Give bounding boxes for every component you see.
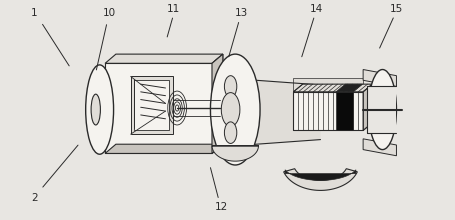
Text: 15: 15 [389,4,403,14]
Polygon shape [105,144,222,154]
Polygon shape [362,70,395,86]
Ellipse shape [224,122,236,143]
Polygon shape [283,169,357,190]
Ellipse shape [210,54,259,165]
Polygon shape [293,78,362,92]
Text: 10: 10 [103,8,116,18]
Ellipse shape [368,70,395,150]
Polygon shape [335,84,362,92]
Ellipse shape [86,65,113,154]
Polygon shape [105,54,222,63]
Text: 13: 13 [234,8,248,18]
Polygon shape [293,84,372,92]
Bar [134,80,169,130]
Text: 12: 12 [214,202,228,212]
Ellipse shape [221,93,239,126]
Polygon shape [293,123,372,130]
Polygon shape [212,54,222,154]
Polygon shape [362,84,372,130]
Text: 1: 1 [31,8,37,18]
Text: 14: 14 [309,4,323,14]
Text: 2: 2 [31,193,37,203]
Ellipse shape [91,94,100,125]
Polygon shape [235,79,320,146]
Ellipse shape [224,76,236,97]
Bar [105,63,212,154]
Polygon shape [212,54,222,154]
Polygon shape [362,139,395,156]
Polygon shape [212,146,258,161]
Polygon shape [284,170,355,180]
Bar [293,92,362,130]
Bar [130,77,173,134]
Bar [335,92,352,130]
Bar [366,86,395,133]
Text: 11: 11 [166,4,180,14]
